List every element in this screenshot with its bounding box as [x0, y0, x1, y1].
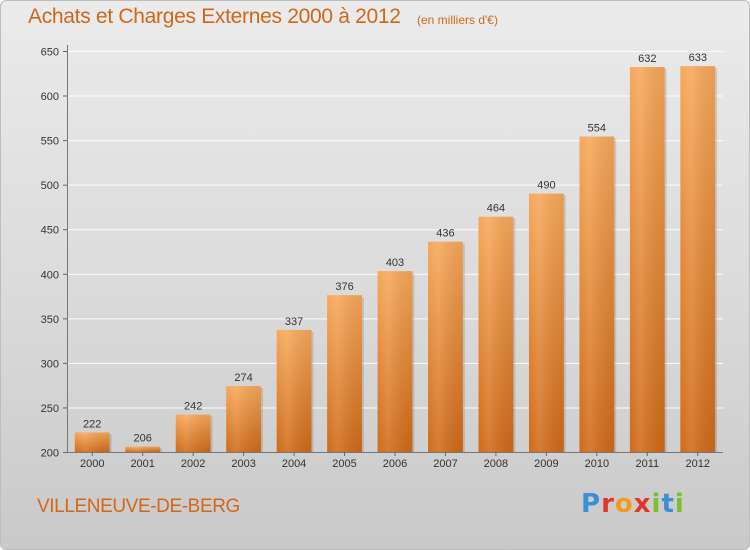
data-label-2001: 206 — [134, 433, 152, 445]
bar-shine — [125, 446, 161, 452]
bar-shine — [327, 295, 362, 452]
bar-shine — [276, 329, 312, 452]
logo-letter: x — [633, 489, 652, 519]
bar-shine — [680, 66, 716, 452]
bar-shine — [226, 386, 262, 452]
y-tick-label: 450 — [41, 225, 59, 237]
x-tick-label-2002: 2002 — [181, 458, 205, 470]
location-label: VILLENEUVE-DE-BERG — [37, 496, 240, 517]
y-tick-label: 200 — [41, 448, 59, 460]
bar-shine — [528, 193, 564, 453]
logo-letter: o — [614, 489, 634, 519]
x-tick-label-2011: 2011 — [635, 458, 659, 470]
y-tick-label: 400 — [41, 269, 59, 281]
x-tick-label-2003: 2003 — [231, 458, 255, 470]
bar-shine — [377, 271, 413, 452]
data-label-2007: 436 — [436, 228, 454, 240]
y-tick-label: 550 — [41, 136, 59, 148]
x-tick-label-2006: 2006 — [383, 458, 407, 470]
bar-shine — [579, 136, 615, 452]
bars — [74, 66, 718, 453]
y-tick-label: 250 — [41, 403, 59, 415]
data-label-2012: 633 — [689, 52, 707, 64]
chart-subtitle: (en milliers d'€) — [417, 13, 498, 27]
x-tick-label-2009: 2009 — [534, 458, 558, 470]
chart-title: Achats et Charges Externes 2000 à 2012 — [28, 5, 401, 28]
y-tick-label: 300 — [41, 358, 59, 370]
x-tick-label-2005: 2005 — [332, 458, 356, 470]
x-tick-label-2007: 2007 — [433, 458, 457, 470]
data-label-2002: 242 — [184, 401, 202, 413]
data-label-2005: 376 — [335, 281, 353, 293]
axes: 200 250 300 350 400 450 500 550 600 650 — [41, 45, 723, 460]
x-tick-label-2010: 2010 — [585, 458, 609, 470]
x-tick-label-2000: 2000 — [80, 458, 104, 470]
bar-shine — [478, 216, 514, 452]
bar-shine — [175, 414, 211, 452]
logo-letter: P — [581, 489, 602, 519]
data-label-2004: 337 — [285, 316, 303, 328]
logo-letter: i — [674, 489, 685, 519]
data-label-2003: 274 — [234, 372, 252, 384]
data-label-2011: 632 — [638, 53, 656, 65]
x-tick-label-2012: 2012 — [686, 458, 710, 470]
data-label-2010: 554 — [588, 123, 606, 135]
data-label-2006: 403 — [386, 257, 404, 269]
bar-shine — [629, 67, 665, 452]
x-tick-label-2008: 2008 — [484, 458, 508, 470]
proxiti-logo: Proxiti — [581, 489, 685, 519]
logo-letter: i — [651, 489, 662, 519]
logo-letter: t — [661, 489, 675, 519]
x-tick-label-2001: 2001 — [130, 458, 154, 470]
data-label-2000: 222 — [83, 418, 101, 430]
bar-shine — [74, 432, 110, 452]
y-tick-label: 500 — [41, 180, 59, 192]
data-label-2009: 490 — [537, 180, 555, 192]
y-tick-label: 600 — [41, 91, 59, 103]
y-tick-label: 350 — [41, 314, 59, 326]
x-tick-label-2004: 2004 — [282, 458, 306, 470]
logo-letter: r — [601, 489, 615, 519]
labels: 222 2000 206 2001 242 2002 274 2003 337 2004 376 20… — [80, 52, 710, 470]
data-label-2008: 464 — [487, 203, 505, 215]
y-tick-label: 650 — [41, 47, 59, 59]
bar-shine — [428, 241, 463, 452]
